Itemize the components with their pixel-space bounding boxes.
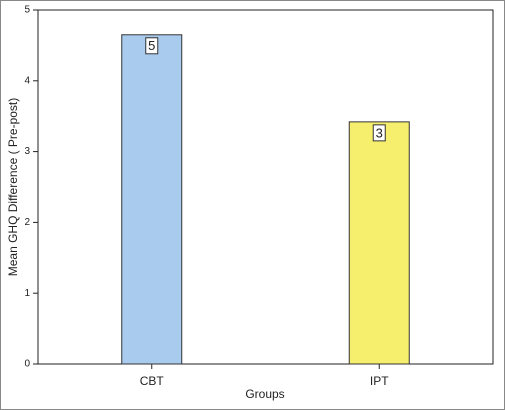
y-tick-label: 4 [24,75,30,86]
y-tick-label: 3 [24,146,30,157]
value-label: 5 [148,38,155,53]
y-tick-label: 2 [24,217,30,228]
bar [348,121,410,365]
y-axis-title: Mean GHQ Difference ( Pre-post) [6,98,20,277]
plot-area [37,9,494,365]
value-label-box [372,124,386,142]
value-label: 3 [376,125,383,140]
bar [121,34,183,365]
value-label-box [145,37,159,55]
y-tick-label: 1 [24,288,30,299]
y-tick-label: 0 [24,359,30,370]
x-tick-label: IPT [370,374,389,388]
x-axis-title: Groups [245,387,284,401]
x-tick-label: CBT [140,374,165,388]
y-tick-label: 5 [24,5,30,16]
